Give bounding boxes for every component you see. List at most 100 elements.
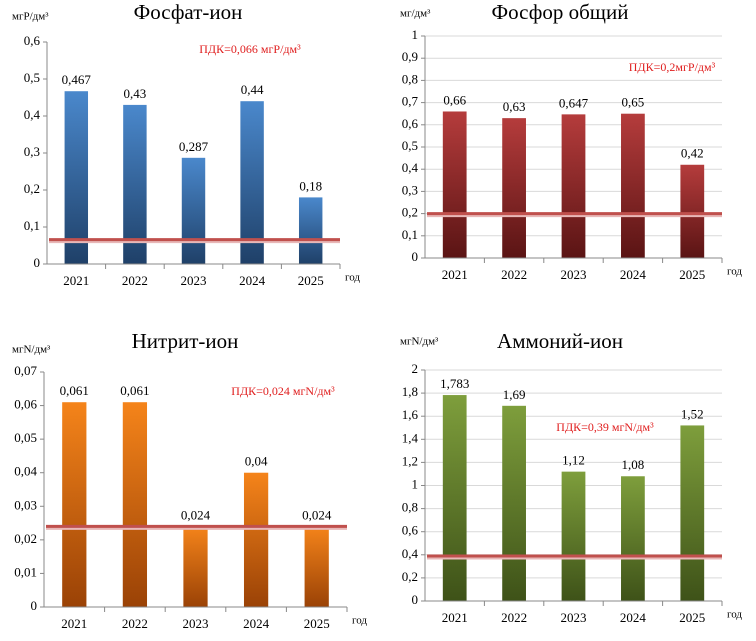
x-axis-label: год [345, 272, 360, 284]
y-tick-label: 0,07 [14, 363, 37, 378]
y-tick-label: 0 [412, 592, 419, 607]
bar [304, 526, 329, 607]
chart-title: Нитрит-ион [132, 329, 239, 353]
value-label: 1,12 [562, 453, 585, 468]
y-tick-label: 0,5 [24, 70, 40, 85]
y-tick-label: 0,6 [402, 523, 419, 538]
y-tick-label: 0,5 [402, 138, 418, 153]
chart-title: Фосфор общий [492, 0, 629, 24]
y-tick-label: 1 [412, 27, 419, 42]
bar [62, 402, 87, 607]
y-tick-label: 1,4 [402, 430, 419, 445]
x-tick-label: 2021 [442, 267, 468, 282]
y-tick-label: 0,6 [24, 33, 41, 48]
y-axis-unit: мг/дм³ [400, 8, 431, 20]
y-tick-label: 0,2 [402, 205, 418, 220]
bar [502, 405, 526, 601]
value-label: 1,69 [503, 387, 526, 402]
chart-title: Фосфат-ион [134, 0, 243, 24]
x-axis-label: год [727, 609, 742, 621]
y-axis-unit: мгР/дм³ [12, 11, 49, 23]
bar [64, 91, 89, 265]
y-tick-label: 0,05 [14, 430, 37, 445]
x-tick-label: 2022 [501, 610, 527, 625]
y-tick-label: 0,8 [402, 71, 418, 86]
value-label: 1,783 [440, 376, 469, 391]
value-label: 0,44 [241, 82, 264, 97]
value-label: 0,024 [302, 507, 332, 522]
x-tick-label: 2023 [561, 610, 587, 625]
x-tick-label: 2023 [181, 273, 207, 288]
value-label: 0,42 [681, 146, 704, 161]
y-tick-label: 0,02 [14, 531, 37, 546]
x-tick-label: 2021 [442, 610, 468, 625]
x-tick-label: 2024 [243, 616, 270, 631]
bar [561, 114, 586, 258]
y-tick-label: 0,8 [402, 500, 418, 515]
value-label: 0,04 [245, 454, 268, 469]
y-tick-label: 0 [31, 598, 38, 613]
y-tick-label: 0,2 [402, 569, 418, 584]
bar [243, 472, 269, 607]
y-tick-label: 0,06 [14, 397, 37, 412]
value-label: 0,65 [622, 95, 645, 110]
x-tick-label: 2025 [298, 273, 324, 288]
value-label: 0,18 [299, 178, 322, 193]
y-tick-label: 0,9 [402, 49, 418, 64]
x-tick-label: 2022 [122, 616, 148, 631]
bar [183, 526, 208, 607]
y-tick-label: 1,8 [402, 384, 418, 399]
chart-title: Аммоний-ион [497, 329, 623, 353]
y-tick-label: 0,3 [402, 182, 418, 197]
bar [123, 104, 147, 265]
value-label: 0,63 [503, 99, 526, 114]
y-tick-label: 0,4 [402, 160, 419, 175]
y-tick-label: 0,1 [24, 218, 40, 233]
bar [240, 101, 264, 264]
bar [181, 157, 206, 264]
y-tick-label: 1 [412, 476, 419, 491]
y-tick-label: 0,7 [402, 94, 419, 109]
y-axis-unit: мгN/дм³ [400, 336, 439, 348]
y-tick-label: 0,2 [24, 181, 40, 196]
bar [122, 402, 148, 607]
x-tick-label: 2024 [239, 273, 266, 288]
y-tick-label: 0,6 [402, 116, 419, 131]
x-tick-label: 2025 [679, 610, 705, 625]
bar [680, 425, 705, 601]
y-tick-label: 0 [412, 249, 419, 264]
value-label: 0,43 [124, 86, 147, 101]
bar [621, 476, 645, 601]
value-label: 0,66 [443, 92, 466, 107]
y-tick-label: 1,2 [402, 453, 418, 468]
threshold-label: ПДК=0,066 мгР/дм³ [199, 42, 301, 56]
x-tick-label: 2021 [63, 273, 89, 288]
value-label: 0,287 [179, 139, 209, 154]
bar [561, 471, 586, 601]
bar [442, 395, 467, 601]
value-label: 0,647 [559, 95, 589, 110]
threshold-label: ПДК=0,024 мгN/дм³ [231, 384, 335, 398]
x-tick-label: 2022 [501, 267, 527, 282]
bar [502, 118, 526, 258]
x-tick-label: 2021 [61, 616, 87, 631]
y-tick-label: 0,4 [24, 107, 41, 122]
value-label: 0,061 [120, 383, 149, 398]
y-tick-label: 0,1 [402, 227, 418, 242]
bar [680, 164, 705, 258]
y-axis-unit: мгN/дм³ [12, 344, 51, 356]
y-tick-label: 0,04 [14, 464, 37, 479]
x-axis-label: год [727, 266, 742, 278]
x-tick-label: 2024 [620, 610, 647, 625]
y-tick-label: 0,01 [14, 564, 37, 579]
y-tick-label: 0,03 [14, 497, 37, 512]
threshold-label: ПДК=0,2мгР/дм³ [629, 60, 716, 74]
bar [298, 197, 323, 264]
y-tick-label: 0,3 [24, 144, 40, 159]
y-tick-label: 2 [412, 361, 419, 376]
y-tick-label: 1,6 [402, 407, 419, 422]
x-tick-label: 2023 [561, 267, 587, 282]
value-label: 1,52 [681, 406, 704, 421]
bar [442, 111, 467, 258]
